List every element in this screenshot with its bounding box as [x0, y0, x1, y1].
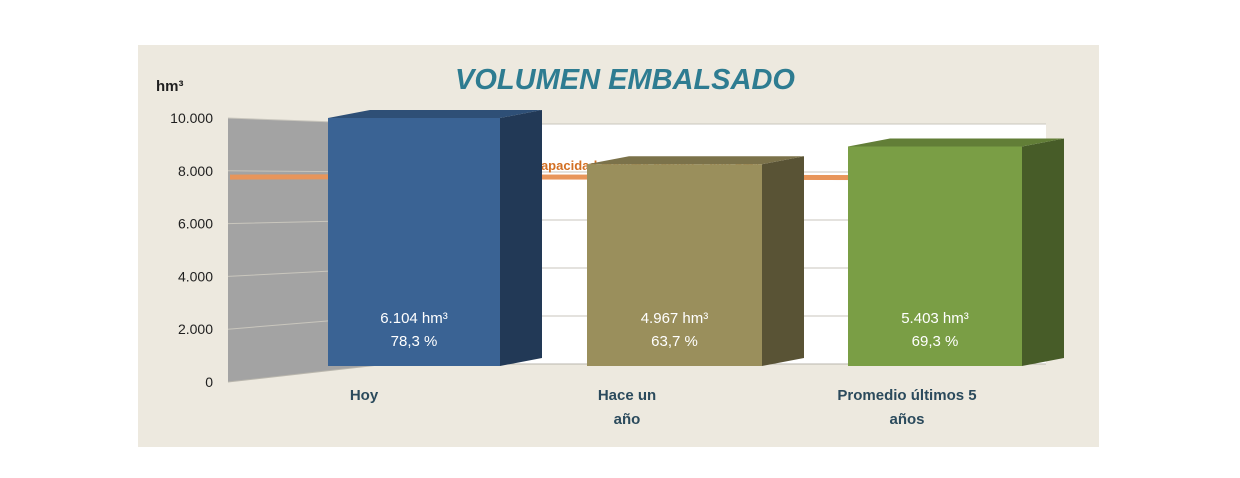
bar-1: 6.104 hm³ 78,3 %: [328, 110, 542, 366]
bar-front: [328, 118, 500, 366]
bar-value-label: 4.967 hm³: [641, 310, 709, 327]
bar-side: [762, 156, 804, 366]
bar-percent-label: 78,3 %: [391, 333, 438, 350]
y-tick-label: 2.000: [178, 321, 213, 337]
bar-value-label: 6.104 hm³: [380, 310, 448, 327]
chart-title: VOLUMEN EMBALSADO: [455, 64, 795, 96]
bar-top: [587, 156, 804, 165]
y-axis-label: hm³: [156, 78, 184, 95]
y-tick-label: 6.000: [178, 216, 213, 232]
x-category-label: año: [614, 411, 641, 428]
bar-side: [500, 110, 542, 366]
bar-side: [1022, 138, 1064, 366]
x-category-label: Hoy: [350, 387, 379, 404]
bar-2: 4.967 hm³ 63,7 %: [587, 156, 804, 366]
bar-percent-label: 63,7 %: [651, 333, 698, 350]
bar-top: [848, 138, 1064, 147]
y-tick-label: 0: [205, 374, 213, 390]
bar-top: [328, 110, 542, 118]
x-category-label: Hace un: [598, 387, 656, 404]
y-tick-label: 4.000: [178, 268, 213, 284]
bar-percent-label: 69,3 %: [912, 333, 959, 350]
bar-front: [587, 164, 762, 366]
x-category-label: Promedio últimos 5: [837, 387, 976, 404]
x-category-label: años: [889, 411, 924, 428]
y-tick-label: 8.000: [178, 163, 213, 179]
bar-front: [848, 146, 1022, 366]
bar-3: 5.403 hm³ 69,3 %: [848, 138, 1064, 366]
bar-value-label: 5.403 hm³: [901, 310, 969, 327]
y-tick-label: 10.000: [170, 110, 213, 126]
